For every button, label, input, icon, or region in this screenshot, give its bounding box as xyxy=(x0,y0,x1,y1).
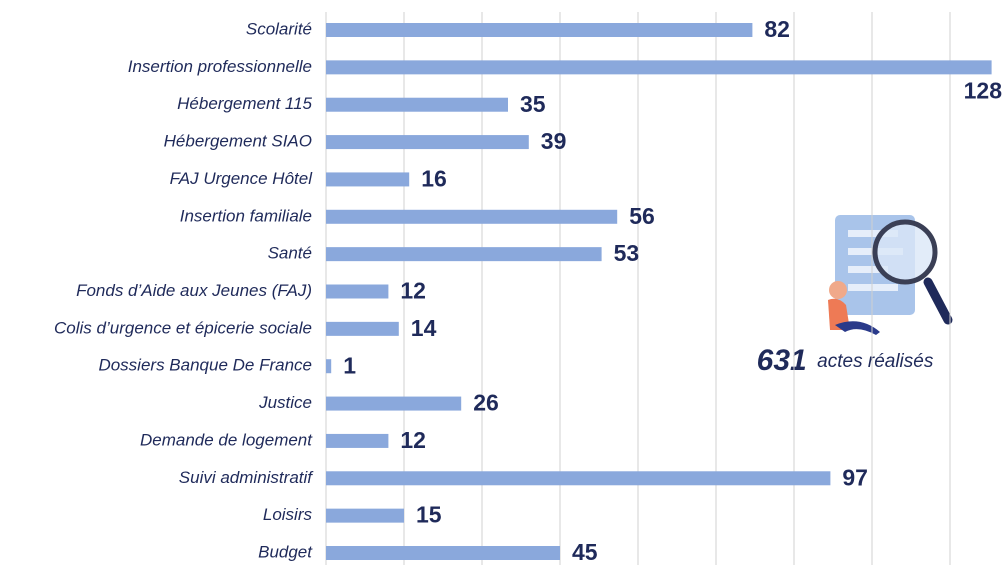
bar xyxy=(326,98,508,112)
category-label: Dossiers Banque De France xyxy=(98,356,312,375)
category-label: Suivi administratif xyxy=(179,468,314,487)
value-label: 128 xyxy=(964,77,1003,103)
value-label: 56 xyxy=(629,203,655,229)
annotation-total: 631 xyxy=(757,344,807,377)
bar xyxy=(326,135,529,149)
bar xyxy=(326,210,617,224)
bar xyxy=(326,509,404,523)
value-label: 35 xyxy=(520,91,546,117)
magnifier-lens xyxy=(875,222,935,282)
person-head xyxy=(829,281,847,299)
category-label: Insertion familiale xyxy=(180,206,312,225)
category-label: Fonds d’Aide aux Jeunes (FAJ) xyxy=(76,281,312,300)
document-line xyxy=(848,284,898,291)
bar xyxy=(326,172,409,186)
chart: 631 actes réalisés Scolarité 82 Insertion … xyxy=(0,0,1006,565)
category-label: Hébergement 115 xyxy=(177,94,312,113)
bar xyxy=(326,247,602,261)
value-label: 12 xyxy=(400,427,426,453)
value-label: 14 xyxy=(411,315,437,341)
bar xyxy=(326,471,830,485)
bar xyxy=(326,434,388,448)
magnifier-handle xyxy=(928,282,948,320)
bar xyxy=(326,60,992,74)
value-label: 45 xyxy=(572,539,598,565)
category-label: Loisirs xyxy=(263,505,313,524)
category-label: Colis d’urgence et épicerie sociale xyxy=(54,318,312,337)
category-label: Hébergement SIAO xyxy=(164,132,312,151)
bar xyxy=(326,359,331,373)
value-label: 15 xyxy=(416,502,442,528)
value-label: 1 xyxy=(343,352,356,378)
category-label: Scolarité xyxy=(246,19,312,38)
value-label: 53 xyxy=(614,240,640,266)
annotation-text: actes réalisés xyxy=(817,351,934,372)
bar xyxy=(326,546,560,560)
bar xyxy=(326,23,752,37)
illustration xyxy=(828,215,948,335)
bar xyxy=(326,285,388,299)
value-label: 97 xyxy=(842,464,868,490)
category-label: Budget xyxy=(258,542,313,561)
category-label: Insertion professionnelle xyxy=(128,57,312,76)
bar xyxy=(326,322,399,336)
category-label: Demande de logement xyxy=(140,430,313,449)
bar xyxy=(326,397,461,411)
value-label: 82 xyxy=(764,16,790,42)
category-label: Justice xyxy=(258,393,312,412)
person-legs xyxy=(835,321,880,335)
annotation: 631 actes réalisés xyxy=(757,344,934,377)
value-label: 12 xyxy=(400,278,426,304)
page: 631 actes réalisés Scolarité 82 Insertion … xyxy=(0,0,1006,565)
category-label: FAJ Urgence Hôtel xyxy=(170,169,314,188)
category-label: Santé xyxy=(268,244,312,263)
value-label: 39 xyxy=(541,128,567,154)
value-label: 16 xyxy=(421,166,447,192)
value-label: 26 xyxy=(473,390,499,416)
